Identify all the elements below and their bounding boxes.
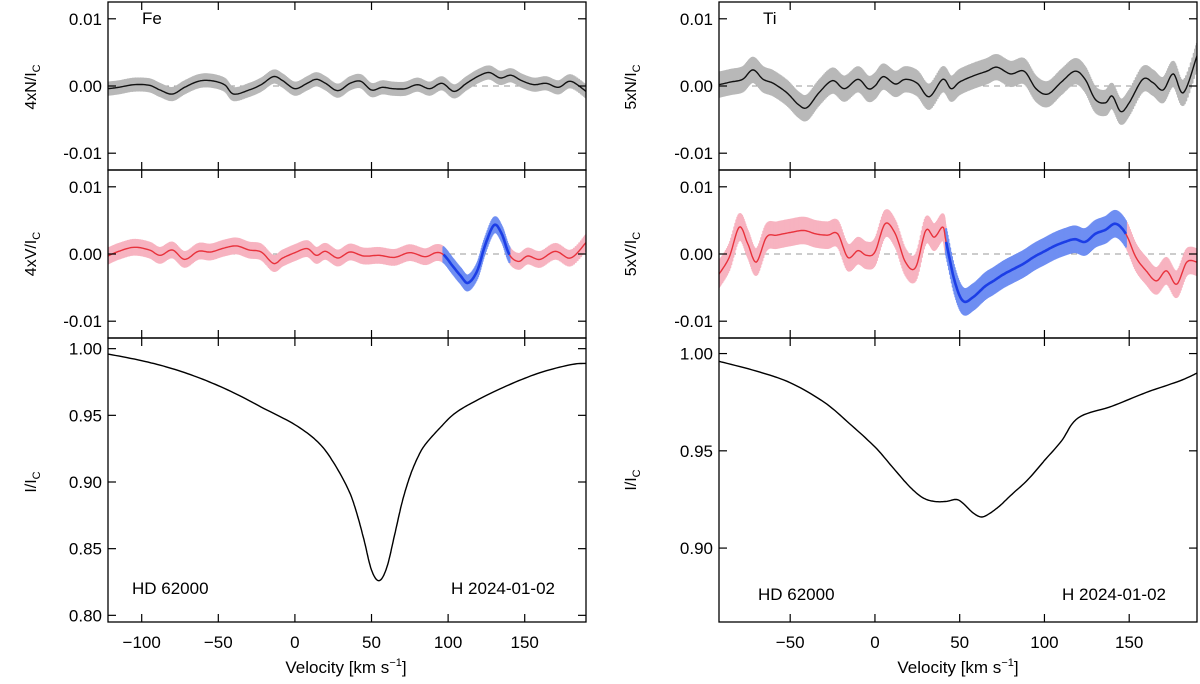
ti-stokes-ytick-label: 0.00 [680,245,713,264]
ti-intensity-ticks: 1.00 0.95 0.90 [680,338,1197,622]
fe-x-axis: −100 −50 0 50 100 150 [123,633,539,652]
ti-stokes-significant-line [944,222,1127,304]
fe-null-line [108,71,586,95]
fe-intensity-ytick-label: 1.00 [69,340,102,359]
fe-stokes-panel: 0.01 0.00 -0.01 4xV/IC [23,169,587,339]
ti-null-series [719,42,1197,125]
ti-stokes-series [719,209,1197,316]
ti-stokes-ytick-label: 0.01 [680,178,713,197]
ti-stokes-plot-area [719,209,1197,316]
ti-xtick-label: 100 [1030,633,1058,652]
ti-intensity-ylabel: I/IC [623,469,643,490]
fe-xtick-label: 0 [290,633,299,652]
ti-intensity-plot-area [719,360,1197,518]
fe-stokes-significant-line [442,223,511,285]
ti-observation-date: H 2024-01-02 [1062,585,1166,604]
fe-null-panel: 0.01 0.00 -0.01 Fe 4xN/IC [23,1,587,171]
fe-intensity-series [108,353,586,582]
ti-stokes-ylabel: 5xV/IC [623,232,643,276]
fe-intensity-ytick-label: 0.95 [69,406,102,425]
ti-column: 0.01 0.00 -0.01 Ti 5xN/IC 0.01 0.00 -0.01 5x… [623,1,1198,677]
fe-element-label: Fe [142,9,162,28]
fe-null-ytick-label: -0.01 [63,144,102,163]
ti-intensity-ytick-label: 1.00 [680,345,713,364]
fe-intensity-line [108,353,586,582]
fe-null-ylabel: 4xN/IC [23,64,43,109]
fe-stokes-ytick-label: -0.01 [63,312,102,331]
fe-null-ytick-label: 0.01 [69,10,102,29]
fe-stokes-plot-area [108,216,586,292]
ti-null-ytick-label: -0.01 [674,144,713,163]
ti-x-axis-label: Velocity [km s−1] [897,657,1018,677]
ti-xtick-label: 0 [870,633,879,652]
fe-stokes-ticks: 0.01 0.00 -0.01 [63,170,586,338]
ti-intensity-series [719,360,1197,518]
ti-xtick-label: 50 [950,633,969,652]
ti-null-ylabel: 5xN/IC [623,64,643,109]
ti-null-line [719,55,1197,113]
fe-column: 0.01 0.00 -0.01 Fe 4xN/IC 0.01 0.00 -0.01 4x… [23,1,587,677]
ti-intensity-panel-frame [718,337,1198,623]
ti-xtick-label: 150 [1115,633,1143,652]
fe-intensity-plot-area [108,353,586,582]
fe-observation-date: H 2024-01-02 [451,579,555,598]
fe-star-name: HD 62000 [132,579,209,598]
ti-null-ytick-label: 0.00 [680,77,713,96]
ti-intensity-ytick-label: 0.95 [680,442,713,461]
ti-stokes-significant-error-band [945,209,1127,316]
fe-intensity-ytick-label: 0.90 [69,473,102,492]
fe-intensity-ytick-label: 0.80 [69,606,102,625]
ti-stokes-ytick-label: -0.01 [674,312,713,331]
ti-stokes-ticks: 0.01 0.00 -0.01 [674,170,1197,338]
fe-null-ytick-label: 0.00 [69,77,102,96]
fe-intensity-panel: 1.00 0.95 0.90 0.85 0.80 I/IC HD 62000 H 202… [23,337,587,625]
fe-xtick-label: 100 [434,633,462,652]
ti-null-ticks: 0.01 0.00 -0.01 [674,2,1197,170]
ti-x-axis: −50 0 50 100 150 [776,633,1144,652]
fe-null-ticks: 0.01 0.00 -0.01 [63,2,586,170]
fe-intensity-ticks: 1.00 0.95 0.90 0.85 0.80 [69,338,586,625]
fe-intensity-ytick-label: 0.85 [69,540,102,559]
ti-xtick-label: −50 [776,633,805,652]
fe-null-error-band [108,65,586,102]
fe-intensity-panel-frame [107,337,587,623]
ti-star-name: HD 62000 [758,585,835,604]
ti-null-ytick-label: 0.01 [680,10,713,29]
fe-xtick-label: 50 [362,633,381,652]
fe-xtick-label: −50 [204,633,233,652]
fe-xtick-label: 150 [511,633,539,652]
ti-element-label: Ti [763,9,777,28]
ti-null-panel: 0.01 0.00 -0.01 Ti 5xN/IC [623,1,1198,171]
fe-intensity-ylabel: I/IC [23,471,43,492]
ti-intensity-line [719,360,1197,518]
fe-stokes-series [108,216,586,292]
ti-intensity-ytick-label: 0.90 [680,539,713,558]
fe-stokes-ylabel: 4xV/IC [23,232,43,276]
fe-x-axis-label: Velocity [km s−1] [285,657,406,677]
fe-null-plot-area [108,65,586,102]
ti-intensity-panel: 1.00 0.95 0.90 I/IC HD 62000 H 2024-01-02 [623,337,1198,623]
ti-stokes-panel: 0.01 0.00 -0.01 5xV/IC [623,169,1198,339]
fe-stokes-ytick-label: 0.00 [69,245,102,264]
fe-xtick-label: −100 [123,633,161,652]
fe-null-series [108,65,586,102]
fe-stokes-ytick-label: 0.01 [69,178,102,197]
ti-null-plot-area [719,42,1197,125]
